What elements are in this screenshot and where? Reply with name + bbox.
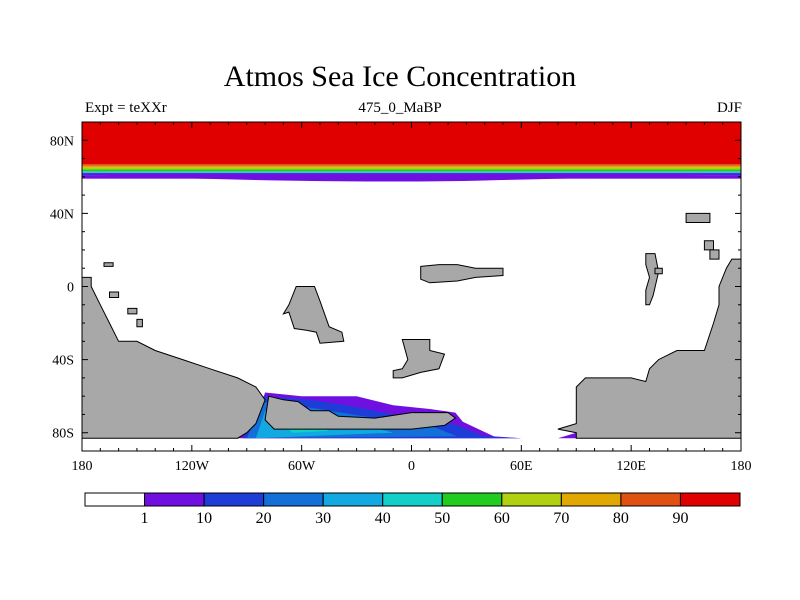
y-tick-label: 40S [52, 354, 74, 369]
land-central-north-island [420, 264, 504, 284]
time-label: 475_0_MaBP [358, 100, 442, 116]
arctic-ice-band-5 [82, 171, 741, 173]
colorbar-label: 30 [315, 510, 331, 527]
arctic-ice-band-0 [82, 122, 741, 165]
arctic-ice-edge [82, 173, 741, 182]
season-label: DJF [716, 100, 742, 116]
land-mid-south-island [392, 339, 446, 379]
arctic-ice-band-4 [82, 169, 741, 172]
y-tick-label: 80S [52, 427, 74, 442]
arctic-ice-band-2 [82, 165, 741, 168]
land-western-island-3 [136, 318, 143, 328]
plot-area [82, 122, 741, 439]
colorbar-label: 20 [256, 510, 272, 527]
x-tick-label: 0 [408, 459, 415, 474]
land-southern-landmass [264, 395, 457, 430]
y-tick-label: 40N [50, 207, 74, 222]
land-east-island-3 [685, 212, 711, 223]
y-tick-label: 80N [50, 134, 74, 149]
colorbar-label: 60 [494, 510, 510, 527]
chart-title: Atmos Sea Ice Concentration [223, 60, 577, 93]
colorbar-label: 90 [672, 510, 688, 527]
land-eastern-continent [557, 258, 741, 439]
x-tick-label: 120E [616, 459, 646, 474]
colorbar-label: 70 [553, 510, 569, 527]
x-tick-label: 60E [510, 459, 533, 474]
colorbar-label: 10 [196, 510, 212, 527]
arctic-ice-band-1 [82, 164, 741, 166]
land-western-island-1 [109, 291, 120, 298]
arctic-ice-band-3 [82, 167, 741, 170]
colorbar-label: 80 [613, 510, 629, 527]
x-tick-label: 120W [175, 459, 210, 474]
x-tick-label: 180 [72, 459, 93, 474]
colorbar-box [84, 492, 146, 507]
colorbar-box [679, 492, 741, 507]
x-tick-label: 180 [731, 459, 752, 474]
land-east-island-2 [654, 267, 663, 275]
colorbar-box [263, 492, 324, 507]
colorbar-label: 50 [434, 510, 450, 527]
land-far-west-islet [103, 262, 114, 267]
x-tick-label: 60W [288, 459, 316, 474]
land-western-continent [82, 276, 266, 439]
land-east-island-1 [645, 253, 660, 306]
colorbar-box [322, 492, 384, 507]
land-east-island-4 [703, 240, 714, 251]
colorbar-box [620, 492, 681, 507]
land-mid-west-island [282, 286, 345, 344]
land-western-island-2 [127, 307, 138, 315]
y-tick-label: 0 [67, 281, 74, 296]
colorbar-box [560, 492, 622, 507]
colorbar-label: 40 [375, 510, 391, 527]
colorbar-box [203, 492, 265, 507]
colorbar-label: 1 [141, 510, 149, 527]
colorbar-box [144, 492, 205, 507]
colorbar-box [501, 492, 562, 507]
experiment-label: Expt = teXXr [85, 100, 167, 116]
colorbar-box [441, 492, 503, 507]
land-east-island-5 [709, 249, 720, 260]
colorbar-box [382, 492, 443, 507]
